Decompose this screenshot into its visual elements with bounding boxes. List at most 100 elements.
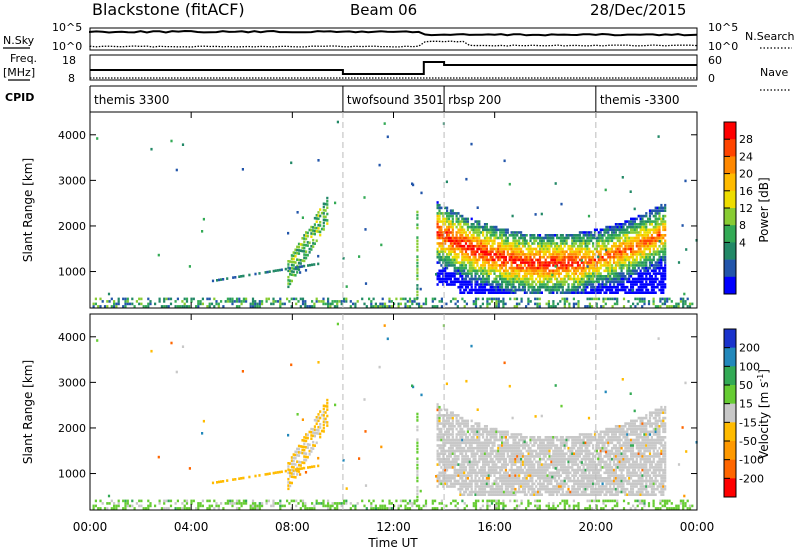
power-cell bbox=[497, 253, 500, 256]
power-cell bbox=[495, 261, 498, 264]
power-cell bbox=[482, 266, 485, 270]
power-cell bbox=[584, 280, 587, 284]
power-cell bbox=[474, 283, 477, 286]
power-cell bbox=[455, 247, 458, 251]
power-cell bbox=[493, 297, 496, 301]
velocity-cell bbox=[461, 446, 464, 450]
power-cell bbox=[512, 272, 515, 275]
power-cell bbox=[520, 288, 523, 292]
power-cell bbox=[416, 271, 419, 274]
power-cell bbox=[575, 280, 578, 284]
power-cell bbox=[664, 258, 667, 262]
power-cell bbox=[537, 269, 540, 273]
velocity-cell bbox=[455, 479, 458, 483]
power-cell bbox=[468, 283, 471, 286]
power-cell bbox=[157, 253, 160, 257]
power-cell bbox=[516, 269, 519, 273]
power-cell bbox=[616, 255, 619, 259]
velocity-cell bbox=[520, 463, 523, 466]
velocity-cell bbox=[485, 471, 488, 475]
velocity-cell bbox=[580, 468, 583, 472]
power-cell bbox=[639, 250, 642, 253]
power-cell bbox=[641, 236, 644, 240]
velocity-cell bbox=[573, 436, 576, 439]
power-cell bbox=[537, 266, 540, 270]
power-cell bbox=[544, 283, 547, 286]
power-cell bbox=[643, 266, 646, 270]
power-cell bbox=[580, 236, 583, 240]
velocity-cell bbox=[546, 482, 549, 486]
power-cell bbox=[556, 285, 559, 289]
power-cell bbox=[664, 203, 667, 207]
power-cell bbox=[447, 220, 451, 223]
power-cell bbox=[654, 291, 657, 294]
velocity-cell bbox=[595, 449, 598, 453]
power-cell bbox=[658, 253, 661, 256]
power-cell bbox=[489, 239, 492, 243]
power-cell bbox=[468, 264, 471, 267]
power-cell bbox=[94, 297, 97, 301]
velocity-cell bbox=[483, 471, 487, 475]
power-cell bbox=[301, 249, 304, 253]
power-cell bbox=[459, 239, 462, 243]
power-cell bbox=[468, 277, 471, 281]
power-cell bbox=[536, 297, 539, 301]
power-cell bbox=[582, 269, 585, 273]
velocity-cell bbox=[599, 436, 602, 439]
velocity-cell bbox=[440, 460, 443, 464]
velocity-cell bbox=[538, 460, 542, 464]
velocity-cell bbox=[601, 466, 604, 469]
power-cell bbox=[595, 285, 598, 289]
velocity-cell bbox=[468, 444, 471, 447]
power-cell bbox=[235, 297, 239, 301]
power-cell bbox=[499, 288, 502, 292]
power-cell bbox=[559, 253, 562, 256]
velocity-cell bbox=[436, 474, 439, 477]
power-cell bbox=[466, 228, 469, 232]
power-cell bbox=[584, 234, 587, 237]
velocity-cell bbox=[485, 455, 488, 458]
power-cell bbox=[442, 250, 445, 253]
power-cell bbox=[605, 261, 608, 264]
power-cell bbox=[548, 272, 551, 275]
power-cell bbox=[497, 228, 500, 232]
power-cell bbox=[457, 220, 460, 223]
power-cell bbox=[474, 261, 477, 264]
power-cell bbox=[561, 266, 564, 270]
velocity-cell bbox=[489, 466, 492, 469]
power-cell bbox=[301, 297, 305, 301]
velocity-cell bbox=[584, 493, 587, 496]
velocity-cell bbox=[593, 455, 597, 458]
velocity-cell bbox=[447, 455, 451, 458]
power-cell bbox=[576, 264, 580, 267]
velocity-cell bbox=[518, 457, 521, 461]
velocity-cell bbox=[512, 485, 515, 488]
power-cell bbox=[270, 302, 273, 306]
power-cell bbox=[654, 214, 657, 218]
velocity-cell bbox=[552, 449, 555, 453]
velocity-cell bbox=[461, 452, 464, 455]
velocity-cell bbox=[476, 471, 479, 475]
velocity-cell bbox=[470, 438, 473, 442]
velocity-cell bbox=[521, 463, 525, 466]
power-cell bbox=[345, 297, 348, 301]
velocity-cell bbox=[451, 441, 454, 445]
velocity-cell bbox=[603, 466, 606, 469]
power-cell bbox=[645, 214, 648, 218]
power-cell bbox=[527, 255, 530, 259]
power-cell bbox=[313, 226, 316, 230]
velocity-cell bbox=[436, 422, 439, 425]
power-cell bbox=[416, 245, 419, 249]
power-cell bbox=[527, 283, 530, 286]
power-cell bbox=[538, 285, 542, 289]
velocity-cell bbox=[466, 419, 469, 423]
power-cell bbox=[682, 297, 685, 301]
power-cell bbox=[662, 283, 665, 286]
power-cell bbox=[538, 239, 542, 243]
velocity-cell bbox=[489, 441, 492, 445]
velocity-cell bbox=[529, 455, 532, 458]
velocity-cell bbox=[444, 438, 447, 442]
velocity-cell bbox=[575, 457, 578, 461]
power-cell bbox=[502, 250, 506, 253]
power-cell bbox=[592, 272, 595, 275]
